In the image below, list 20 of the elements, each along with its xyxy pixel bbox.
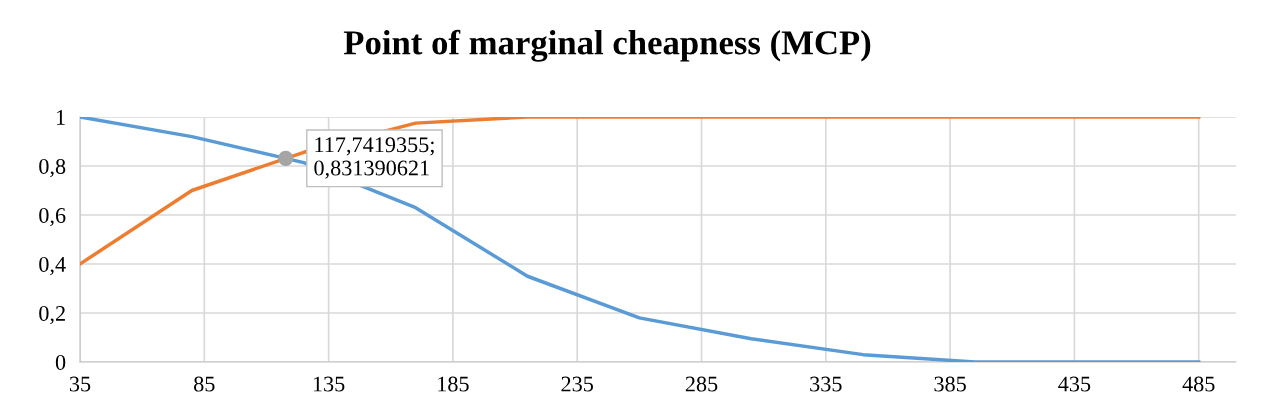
x-tick-label: 335 bbox=[810, 376, 842, 392]
x-tick-label: 285 bbox=[685, 376, 718, 392]
x-tick-label: 435 bbox=[1058, 376, 1091, 392]
x-tick-label: 85 bbox=[194, 376, 215, 392]
y-tick-label: 0,6 bbox=[39, 207, 66, 227]
y-tick-label: 0,2 bbox=[39, 305, 65, 325]
x-tick-label: 35 bbox=[69, 376, 91, 392]
line-series bbox=[80, 117, 1201, 362]
x-tick-label: 485 bbox=[1182, 376, 1215, 392]
annotation: 117,7419355; 0,831390621 bbox=[314, 137, 434, 179]
y-tick-label: 1 bbox=[56, 110, 65, 125]
x-tick-label: 235 bbox=[561, 376, 593, 392]
x-tick-label: 185 bbox=[438, 376, 469, 392]
y-tick-label: 0 bbox=[55, 354, 66, 370]
chart-title: Point of marginal cheapness (MCP) bbox=[343, 29, 871, 62]
x-tick-label: 135 bbox=[313, 376, 345, 392]
y-tick-label: 0,8 bbox=[39, 158, 66, 178]
y-tick-label: 0,4 bbox=[39, 256, 66, 276]
line-series bbox=[80, 117, 1201, 266]
x-tick-label: 385 bbox=[934, 376, 966, 392]
